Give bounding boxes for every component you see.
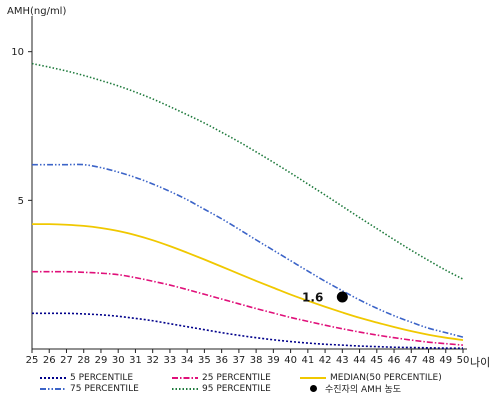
x-tick-label-27: 27: [60, 355, 73, 366]
x-tick-label-29: 29: [95, 355, 108, 366]
x-tick-label-46: 46: [388, 355, 401, 366]
y-tick-label-5: 5: [18, 196, 24, 207]
legend-swatch-0: [40, 376, 66, 379]
legend-swatch-2: [300, 376, 326, 379]
x-tick-label-44: 44: [353, 355, 366, 366]
x-tick-label-35: 35: [198, 355, 211, 366]
series-line-0: [32, 312, 464, 349]
x-tick-label-48: 48: [422, 355, 435, 366]
legend-item-patient: 수진자의 AMH 농도: [310, 383, 402, 395]
legend-swatch-4: [172, 387, 198, 390]
x-tick-label-42: 42: [319, 355, 332, 366]
legend-swatch-1: [172, 376, 198, 379]
x-tick-label-38: 38: [250, 355, 263, 366]
legend-label-0: 5 PERCENTILE: [70, 372, 134, 383]
series-line-2: [31, 223, 464, 341]
series-line-3: [32, 163, 464, 338]
legend: 5 PERCENTILE 25 PERCENTILE MEDIAN(50 PERCE…: [0, 372, 500, 400]
legend-item-0: 5 PERCENTILE: [40, 372, 133, 383]
legend-label-2: MEDIAN(50 PERCENTILE): [330, 372, 442, 383]
x-tick-label-39: 39: [267, 355, 280, 366]
y-tick-label-10: 10: [11, 47, 24, 58]
legend-dot-icon: [310, 385, 317, 392]
x-tick-label-34: 34: [181, 355, 194, 366]
x-tick-label-25: 25: [26, 355, 39, 366]
y-axis-label: AMH(ng/ml): [7, 6, 66, 17]
x-tick-label-32: 32: [146, 355, 159, 366]
patient-amh-label: 1.6: [302, 290, 323, 304]
patient-amh-point: [336, 291, 348, 303]
series-line-1: [32, 270, 464, 346]
amh-chart: AMH(ng/ml) 나이 5 10 25 26 27 28 29 30 31 32 33 34 35 3…: [7, 6, 490, 369]
x-tick-label-41: 41: [301, 355, 314, 366]
x-tick-label-45: 45: [370, 355, 383, 366]
series-lines: [31, 62, 464, 349]
legend-item-2: MEDIAN(50 PERCENTILE): [300, 372, 442, 383]
axes: 5 10 25 26 27 28 29 30 31 32 33 34 35 36 37 38 39 40 41 42 4…: [11, 16, 469, 366]
x-tick-label-49: 49: [439, 355, 452, 366]
legend-label-1: 25 PERCENTILE: [202, 372, 271, 383]
legend-item-3: 75 PERCENTILE: [40, 383, 139, 394]
legend-label-3: 75 PERCENTILE: [70, 383, 139, 394]
legend-label-patient: 수진자의 AMH 농도: [325, 385, 402, 395]
x-tick-label-43: 43: [336, 355, 349, 366]
x-tick-label-33: 33: [164, 355, 177, 366]
legend-item-1: 25 PERCENTILE: [172, 372, 271, 383]
legend-label-4: 95 PERCENTILE: [202, 383, 271, 394]
annotations: 1.6: [302, 290, 348, 304]
legend-swatch-3: [40, 387, 66, 390]
x-tick-label-36: 36: [215, 355, 228, 366]
x-tick-label-40: 40: [284, 355, 297, 366]
x-tick-label-31: 31: [129, 355, 142, 366]
x-tick-label-47: 47: [405, 355, 418, 366]
x-axis-label: 나이: [470, 356, 490, 369]
series-line-4: [31, 62, 464, 280]
x-tick-label-30: 30: [112, 355, 125, 366]
x-tick-label-28: 28: [77, 355, 90, 366]
x-tick-label-37: 37: [233, 355, 246, 366]
x-tick-label-26: 26: [43, 355, 56, 366]
x-tick-label-50: 50: [457, 355, 470, 366]
legend-item-4: 95 PERCENTILE: [172, 383, 271, 394]
